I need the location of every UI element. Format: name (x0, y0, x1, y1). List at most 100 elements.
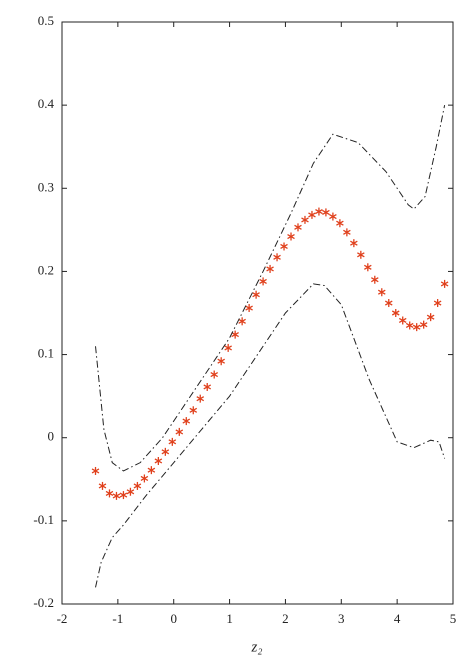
y-tick-label: -0.1 (33, 512, 54, 527)
data-point (217, 357, 225, 366)
x-tick-label: 3 (338, 611, 345, 626)
data-point (405, 321, 414, 330)
bound-line (95, 105, 446, 472)
plot-frame (61, 21, 454, 605)
y-tick-label: -0.2 (33, 595, 54, 610)
y-tick-label: 0.5 (38, 13, 54, 28)
data-point (273, 253, 281, 262)
marker-stroke (203, 384, 212, 390)
data-point (133, 481, 142, 490)
data-point (266, 264, 274, 273)
x-tick-label: 5 (450, 611, 457, 626)
marker-stroke (322, 209, 330, 215)
data-point (412, 323, 421, 332)
data-point (301, 215, 309, 224)
x-axis-label: z₂ (250, 639, 262, 655)
data-point (350, 239, 358, 248)
marker-stroke (412, 324, 421, 330)
data-point (252, 290, 260, 299)
data-point (377, 288, 386, 297)
data-point (245, 304, 253, 313)
x-tick-label: 0 (170, 611, 177, 626)
y-tick-label: 0 (48, 429, 55, 444)
marker-stroke (391, 310, 400, 316)
data-point (154, 456, 163, 465)
marker-stroke (140, 475, 149, 482)
data-point (91, 466, 100, 475)
data-point (189, 406, 198, 415)
data-point (357, 250, 365, 259)
marker-stroke (294, 224, 302, 230)
marker-stroke (252, 292, 260, 298)
data-point (175, 427, 184, 436)
marker-stroke (370, 277, 379, 283)
marker-stroke (105, 490, 114, 496)
data-point (105, 489, 114, 498)
marker-stroke (168, 439, 177, 445)
marker-stroke (336, 220, 344, 226)
x-tick-label: 1 (226, 611, 233, 626)
data-point (119, 491, 128, 500)
marker-stroke (287, 233, 295, 240)
marker-stroke (440, 281, 449, 287)
marker-stroke (231, 332, 239, 338)
bound-line (95, 283, 446, 588)
marker-stroke (426, 314, 435, 320)
data-point (343, 228, 351, 237)
marker-stroke (433, 300, 442, 306)
data-point (419, 320, 428, 329)
data-point (161, 447, 170, 456)
data-point (433, 299, 442, 308)
marker-stroke (280, 243, 288, 250)
data-point (287, 232, 295, 241)
marker-stroke (133, 483, 142, 489)
y-tick-label: 0.1 (38, 346, 54, 361)
y-tick-label: 0.3 (38, 179, 54, 194)
data-point (329, 212, 337, 221)
marker-stroke (189, 407, 198, 413)
data-point (182, 417, 191, 426)
data-point (280, 242, 288, 251)
data-point (370, 275, 379, 284)
marker-stroke (364, 264, 372, 270)
marker-stroke (196, 396, 205, 402)
data-point (308, 210, 316, 219)
marker-stroke (405, 322, 414, 329)
data-point (231, 330, 239, 339)
data-point (203, 382, 212, 391)
marker-stroke (126, 489, 135, 495)
data-point (440, 279, 449, 288)
data-point (259, 277, 267, 286)
marker-stroke (273, 254, 281, 260)
data-point (391, 309, 400, 317)
marker-stroke (350, 240, 358, 246)
marker-stroke (377, 289, 386, 295)
marker-stroke (224, 345, 232, 351)
marker-stroke (315, 209, 323, 215)
data-point (398, 316, 407, 325)
data-point (384, 299, 393, 308)
x-tick-label: -2 (57, 611, 68, 626)
data-point (224, 343, 232, 352)
data-point (426, 313, 435, 322)
marker-stroke (175, 429, 184, 435)
data-point (196, 394, 205, 403)
data-point (126, 487, 135, 496)
marker-stroke (329, 213, 337, 220)
data-point (294, 223, 302, 232)
marker-stroke (266, 266, 274, 272)
marker-stroke (98, 483, 107, 489)
data-point (210, 370, 219, 379)
marker-stroke (161, 449, 170, 455)
marker-stroke (119, 492, 128, 498)
data-point (315, 207, 323, 216)
marker-stroke (154, 458, 163, 464)
marker-stroke (398, 317, 407, 324)
marker-stroke (343, 229, 351, 235)
marker-stroke (112, 493, 121, 499)
data-point (112, 491, 121, 500)
marker-stroke (91, 468, 100, 474)
y-tick-label: 0.4 (38, 96, 55, 111)
marker-stroke (147, 467, 156, 473)
